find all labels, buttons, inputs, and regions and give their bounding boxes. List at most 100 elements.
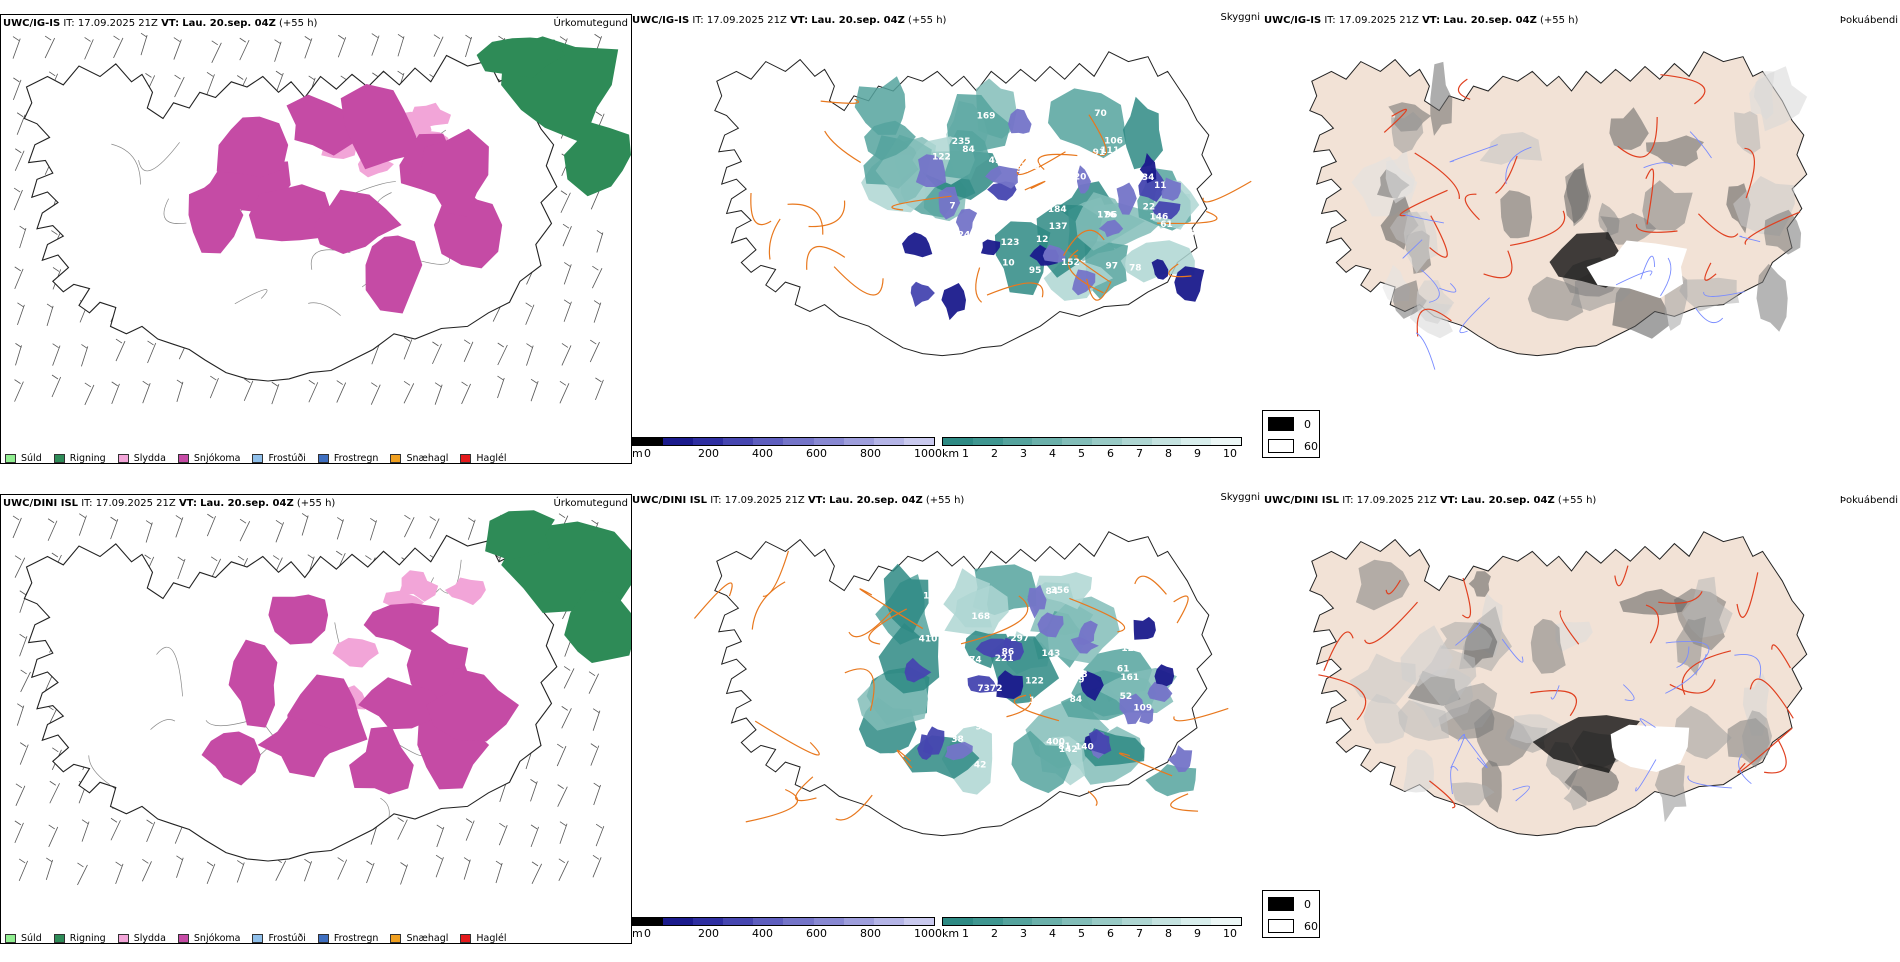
colorbar-tick: 400	[752, 927, 773, 940]
fog-scale-label: 60	[1304, 439, 1318, 453]
cloud-base-label: 74	[969, 655, 982, 665]
legend-label: Snjókoma	[193, 933, 241, 944]
cloud-base-label: 146	[1149, 212, 1168, 222]
cloud-base-label: 61	[1117, 664, 1130, 674]
cloud-base-label: 133	[984, 214, 1003, 224]
colorbar-tick: 4	[1049, 927, 1056, 940]
cloud-base-label: 121	[1121, 644, 1140, 654]
colorbar-segment	[972, 438, 1003, 445]
cloud-base-label: 320	[1068, 172, 1087, 182]
cloud-base-label: 42	[974, 761, 987, 771]
cloud-base-label: 140	[1075, 743, 1094, 753]
visibility-colorbar: km 1 2 3 4 5 6 7 8 9 10	[942, 917, 1262, 947]
cloud-base-label: 152	[1061, 258, 1080, 268]
colorbar-tick: 5	[1078, 447, 1085, 460]
fog-scale-legend: 0 60	[1262, 410, 1320, 458]
panel-title-ceiling: Skyggni	[1220, 12, 1260, 23]
panel-title-precip: Úrkomutegund	[553, 18, 628, 29]
cloud-base-label: 7	[949, 201, 955, 211]
legend-item: Haglél	[460, 453, 507, 464]
fog-index-panel: UWC/IG-IS IT: 17.09.2025 21Z VT: Lau. 20…	[1262, 12, 1900, 482]
precip-type-panel: UWC/IG-IS IT: 17.09.2025 21Z VT: Lau. 20…	[0, 14, 632, 464]
colorbar-segment	[1032, 438, 1063, 445]
colorbar-tick: 9	[1194, 927, 1201, 940]
colorbar-tick: 0	[644, 447, 651, 460]
colorbar-tick: 200	[698, 927, 719, 940]
model-name: UWC/DINI ISL	[1264, 495, 1340, 506]
cloud-base-label: 226	[1176, 229, 1195, 239]
legend-swatch	[177, 454, 189, 463]
legend-swatch	[252, 454, 264, 463]
cloud-base-label: 297	[1010, 634, 1029, 644]
colorbar-segment	[753, 438, 784, 445]
fog-swatch	[1268, 919, 1294, 933]
panel-title-fog: Þokuábendi	[1839, 15, 1898, 26]
cloud-base-label: 109	[1133, 704, 1152, 714]
cloud-base-label: 176	[1097, 210, 1116, 220]
fog-scale-item: 0	[1268, 417, 1311, 431]
cloud-base-label: 78	[1129, 263, 1142, 273]
colorbar-segment	[1091, 438, 1122, 445]
colorbar-unit: km	[942, 447, 960, 460]
cloud-base-label: 495	[989, 156, 1008, 166]
colorbar-tick: 200	[698, 447, 719, 460]
panel-title-ceiling: Skyggni	[1220, 492, 1260, 503]
legend-label: Haglél	[476, 453, 507, 464]
legend-swatch	[390, 934, 402, 943]
colorbar-segment	[903, 438, 934, 445]
colorbar-segment	[1091, 918, 1122, 925]
cloud-base-label: 157	[923, 591, 942, 601]
colorbar-tick: 3	[1020, 927, 1027, 940]
colorbar-segment	[843, 918, 874, 925]
map-layer	[12, 32, 631, 406]
panel-header: UWC/DINI ISL IT: 17.09.2025 21Z VT: Lau.…	[1264, 495, 1596, 507]
cloud-base-label: 11	[1154, 181, 1167, 191]
colorbar-unit: km	[942, 927, 960, 940]
lead-time: (+55 h)	[296, 498, 336, 509]
vt-label: VT:	[161, 18, 180, 29]
legend-label: Rigning	[69, 933, 106, 944]
colorbar-segment	[693, 438, 724, 445]
vt-label: VT:	[178, 498, 197, 509]
colorbar-segment	[1002, 438, 1033, 445]
cloud-visibility-panel: UWC/IG-IS IT: 17.09.2025 21Z VT: Lau. 20…	[632, 12, 1262, 482]
cloud-base-label: 182	[1107, 166, 1126, 176]
cloud-base-label: 10	[1002, 258, 1015, 268]
cloud-base-label: 410	[919, 634, 938, 644]
cloud-base-label: 106	[1104, 136, 1123, 146]
legend-item: Súld	[5, 453, 42, 463]
cloud-base-label: 22	[1143, 202, 1156, 212]
legend-label: Slydda	[133, 453, 166, 464]
colorbar-segment	[663, 438, 694, 445]
colorbar-segment	[723, 918, 754, 925]
model-name: UWC/IG-IS	[632, 15, 690, 26]
legend-label: Snæhagl	[406, 933, 449, 944]
legend-label: Haglél	[476, 933, 507, 944]
legend-label: Slydda	[133, 933, 166, 944]
fog-map	[1309, 51, 1808, 370]
cloud-base-label: 143	[1041, 649, 1060, 659]
init-time: 17.09.2025 21Z	[1338, 15, 1419, 26]
colorbar-tick: 6	[1107, 927, 1114, 940]
cloud-base-label: 81	[1058, 742, 1071, 752]
cloud-base-label: 84	[1046, 587, 1059, 597]
colorbar-tick: 8	[1165, 927, 1172, 940]
colorbar-tick: 0	[644, 927, 651, 940]
colorbar-segment	[1032, 918, 1063, 925]
legend-item: Rigning	[53, 453, 106, 463]
it-label: IT:	[710, 495, 722, 506]
colorbar-segment	[1121, 438, 1152, 445]
colorbar-tick: 600	[806, 927, 827, 940]
vt-label: VT:	[807, 495, 826, 506]
panel-title-fog: Þokuábendi	[1839, 495, 1898, 506]
legend-item: Snæhagl	[390, 933, 449, 944]
cloud-base-label: 221	[995, 654, 1014, 664]
colorbar-tick: 4	[1049, 447, 1056, 460]
map-layer	[12, 510, 631, 886]
cloud-base-label: 356	[1051, 586, 1070, 596]
colorbar-segment	[972, 918, 1003, 925]
fog-map	[1309, 531, 1808, 837]
cloud-base-label: 53	[1174, 165, 1187, 175]
legend-label: Snæhagl	[406, 453, 449, 464]
colorbar-tick: 1	[962, 447, 969, 460]
